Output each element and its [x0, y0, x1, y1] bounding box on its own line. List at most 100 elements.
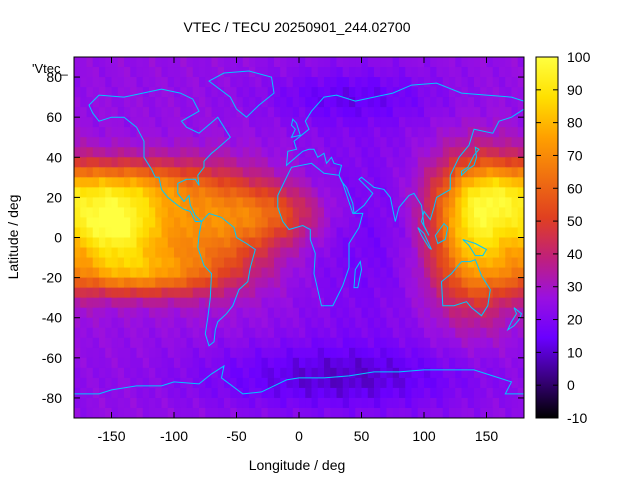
heatmap-cell [86, 397, 94, 409]
heatmap-cell [399, 257, 406, 269]
heatmap-cell [80, 277, 88, 289]
heatmap-cell [255, 87, 263, 98]
heatmap-cell [249, 187, 256, 198]
heatmap-cell [117, 297, 125, 309]
heatmap-cell [274, 317, 281, 329]
heatmap-cell [399, 127, 406, 138]
heatmap-cell [117, 137, 125, 148]
heatmap-cell [492, 157, 500, 168]
heatmap-cell [242, 157, 250, 168]
heatmap-cell [180, 77, 188, 88]
heatmap-cell [517, 107, 524, 118]
heatmap-cell [292, 297, 300, 309]
heatmap-cell [467, 217, 475, 229]
heatmap-cell [486, 87, 494, 98]
heatmap-cell [324, 227, 331, 239]
heatmap-cell [305, 387, 313, 399]
heatmap-cell [311, 377, 319, 389]
heatmap-cell [517, 267, 524, 279]
heatmap-cell [386, 157, 394, 168]
heatmap-cell [386, 107, 394, 118]
heatmap-cell [486, 177, 494, 188]
heatmap-cell [311, 267, 319, 279]
heatmap-cell [342, 137, 350, 148]
heatmap-cell [492, 337, 500, 349]
heatmap-cell [105, 197, 113, 209]
heatmap-cell [161, 77, 169, 88]
heatmap-cell [117, 107, 125, 118]
heatmap-cell [292, 197, 300, 209]
heatmap-cell [255, 287, 263, 299]
heatmap-cell [361, 387, 369, 399]
heatmap-cell [74, 97, 81, 108]
heatmap-cell [155, 67, 163, 78]
heatmap-cell [430, 207, 438, 219]
heatmap-cell [299, 287, 306, 299]
heatmap-cell [361, 257, 369, 269]
heatmap-cell [230, 287, 238, 299]
heatmap-cell [392, 107, 400, 118]
heatmap-cell [292, 277, 300, 289]
heatmap-cell [349, 407, 356, 418]
heatmap-cell [305, 267, 313, 279]
heatmap-cell [492, 177, 500, 188]
heatmap-cell [286, 207, 294, 219]
heatmap-cell [330, 227, 338, 239]
heatmap-cell [130, 347, 138, 359]
heatmap-cell [336, 217, 344, 229]
heatmap-cell [386, 377, 394, 389]
heatmap-cell [317, 57, 325, 68]
heatmap-cell [80, 377, 88, 389]
heatmap-cell [249, 77, 256, 88]
heatmap-cell [92, 327, 100, 339]
heatmap-cell [86, 317, 94, 329]
heatmap-cell [224, 187, 231, 198]
heatmap-cell [186, 157, 194, 168]
heatmap-cell [105, 337, 113, 349]
heatmap-cell [411, 197, 419, 209]
heatmap-cell [305, 287, 313, 299]
heatmap-cell [80, 67, 88, 78]
heatmap-cell [249, 337, 256, 349]
heatmap-cell [411, 277, 419, 289]
heatmap-cell [286, 167, 294, 178]
heatmap-cell [336, 97, 344, 108]
heatmap-cell [136, 217, 144, 229]
heatmap-cell [299, 387, 306, 399]
heatmap-cell [136, 177, 144, 188]
heatmap-cell [324, 387, 331, 399]
heatmap-cell [342, 397, 350, 409]
heatmap-cell [86, 387, 94, 399]
coastlines [74, 70, 524, 395]
heatmap-cell [186, 397, 194, 409]
heatmap-cell [411, 267, 419, 279]
heatmap-cell [324, 237, 331, 249]
heatmap-cell [230, 347, 238, 359]
heatmap-cell [399, 77, 406, 88]
heatmap-cell [117, 167, 125, 178]
heatmap-cell [167, 297, 175, 309]
heatmap-cell [136, 367, 144, 379]
heatmap-cell [117, 57, 125, 68]
heatmap-cell [267, 337, 275, 349]
heatmap-cell [186, 57, 194, 68]
heatmap-cell [367, 187, 375, 198]
heatmap-cell [505, 207, 513, 219]
heatmap-cell [349, 227, 356, 239]
heatmap-cell [392, 57, 400, 68]
heatmap-cell [380, 407, 388, 418]
heatmap-cell [330, 127, 338, 138]
heatmap-cell [205, 207, 213, 219]
heatmap-cell [380, 167, 388, 178]
heatmap-cell [311, 407, 319, 418]
heatmap-cell [336, 147, 344, 158]
heatmap-cell [392, 307, 400, 319]
heatmap-cell [449, 337, 456, 349]
heatmap-cell [80, 127, 88, 138]
heatmap-cell [255, 67, 263, 78]
heatmap-cell [280, 97, 288, 108]
heatmap-cell [74, 197, 81, 209]
heatmap-cell [186, 317, 194, 329]
heatmap-cell [192, 307, 200, 319]
heatmap-cell [405, 137, 413, 148]
